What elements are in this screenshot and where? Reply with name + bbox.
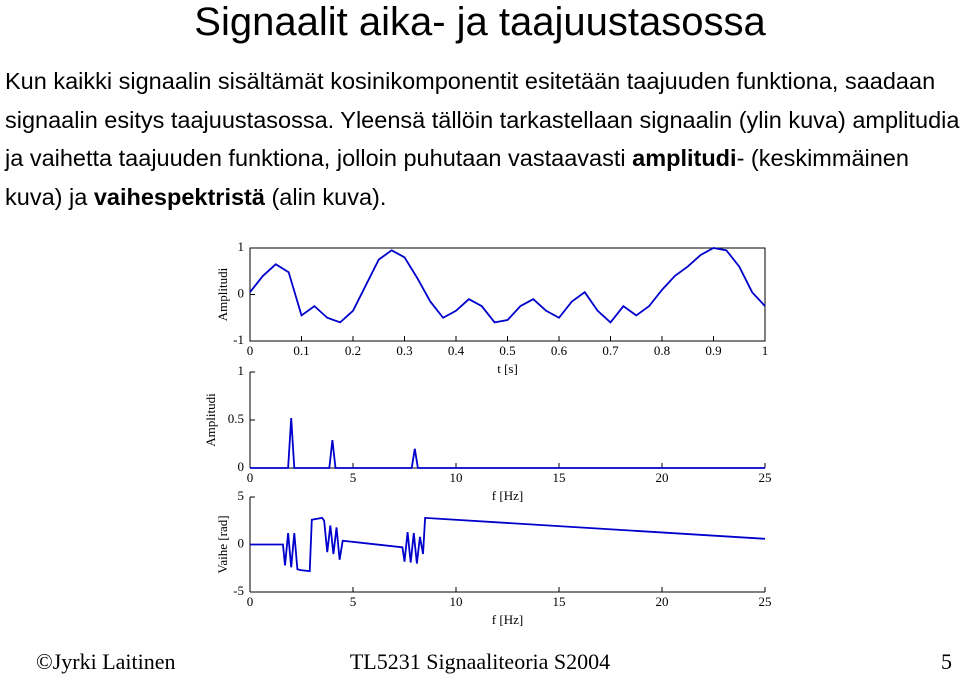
x-tick-label: 15: [553, 470, 566, 485]
data-line: [250, 418, 765, 469]
x-tick-label: 0.8: [654, 343, 670, 358]
paragraph: Kun kaikki signaalin sisältämät kosiniko…: [5, 62, 960, 216]
x-tick-label: 15: [553, 594, 566, 609]
x-tick-label: 0.2: [345, 343, 361, 358]
data-line: [250, 516, 766, 573]
x-tick-label: 0.6: [551, 343, 568, 358]
x-tick-label: 0: [247, 470, 254, 485]
x-tick-label: 1: [762, 343, 769, 358]
bold-text: amplitudi: [632, 145, 737, 171]
x-tick-label: 5: [350, 470, 357, 485]
y-tick-label: 0.5: [228, 411, 244, 426]
bold-text: vaihespektristä: [93, 183, 265, 210]
y-tick-label: -5: [233, 583, 244, 598]
x-axis-label: f [Hz]: [492, 612, 523, 627]
x-tick-label: 25: [759, 470, 772, 485]
y-axis-label: Vaihe [rad]: [215, 515, 230, 573]
slide-title: Signaalit aika- ja taajuustasossa: [194, 0, 766, 44]
x-tick-label: 10: [450, 470, 463, 485]
y-tick-label: 1: [238, 363, 245, 378]
y-tick-label: 1: [238, 239, 245, 254]
y-tick-label: 0: [238, 285, 245, 300]
text: (alin kuva).: [264, 183, 387, 210]
text: Kun kaikki signaalin sisältämät kosiniko…: [5, 68, 960, 171]
x-tick-label: 0.3: [396, 343, 412, 358]
x-tick-label: 0.1: [293, 343, 309, 358]
y-tick-label: 0: [238, 459, 245, 474]
x-tick-label: 10: [450, 594, 463, 609]
plot-box: [249, 247, 766, 342]
footer-author: ©Jyrki Laitinen: [36, 649, 176, 674]
y-axis-label: Amplitudi: [203, 393, 218, 447]
x-tick-label: 0.9: [705, 343, 721, 358]
y-tick-label: 5: [238, 488, 245, 503]
x-axis-label: t [s]: [497, 361, 518, 376]
x-tick-label: 20: [656, 470, 669, 485]
x-tick-label: 0: [247, 343, 254, 358]
data-line: [249, 247, 766, 324]
x-tick-label: 25: [759, 594, 772, 609]
x-tick-label: 5: [350, 594, 357, 609]
y-tick-label: 0: [238, 535, 245, 550]
x-axis-label: f [Hz]: [492, 488, 523, 503]
footer-course: TL5231 Signaaliteoria S2004: [349, 649, 611, 674]
y-tick-label: -1: [233, 332, 244, 347]
x-tick-label: 0.7: [602, 343, 619, 358]
page-number: 5: [941, 649, 952, 674]
x-tick-label: 20: [656, 594, 669, 609]
x-tick-label: 0: [247, 594, 254, 609]
text: - (keskimmäinen kuva) ja: [5, 145, 909, 210]
y-axis-label: Amplitudi: [215, 267, 230, 321]
x-tick-label: 0.4: [448, 343, 465, 358]
x-tick-label: 0.5: [499, 343, 515, 358]
